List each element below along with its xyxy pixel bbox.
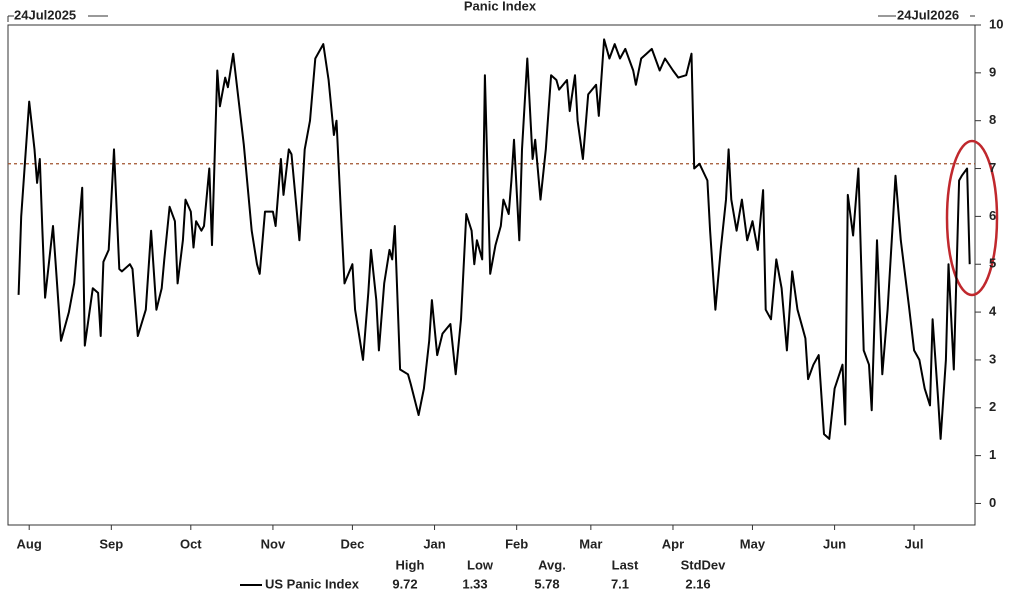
stat-value: 7.1 xyxy=(611,576,629,591)
y-tick-label: 6 xyxy=(989,208,996,223)
chart-title: Panic Index xyxy=(464,0,537,13)
y-tick-label: 4 xyxy=(989,304,997,319)
x-tick-label: Nov xyxy=(261,536,286,551)
x-tick-label: Apr xyxy=(662,536,684,551)
x-tick-label: Jun xyxy=(823,536,846,551)
x-tick-label: May xyxy=(740,536,766,551)
stat-header: High xyxy=(396,557,425,572)
y-tick-label: 3 xyxy=(989,351,996,366)
y-tick-label: 2 xyxy=(989,399,996,414)
stat-header: Last xyxy=(612,557,639,572)
legend-label: US Panic Index xyxy=(265,576,360,591)
stat-value: 2.16 xyxy=(685,576,710,591)
start-label: 24Jul2025 xyxy=(14,7,76,22)
plot-frame xyxy=(7,24,976,526)
y-tick-label: 1 xyxy=(989,447,996,462)
stat-header: Low xyxy=(467,557,494,572)
stat-value: 5.78 xyxy=(534,576,559,591)
stat-value: 1.33 xyxy=(462,576,487,591)
x-tick-label: Oct xyxy=(180,536,202,551)
x-tick-label: Mar xyxy=(579,536,602,551)
x-tick-label: Feb xyxy=(505,536,528,551)
data-line xyxy=(17,38,971,440)
y-tick-label: 0 xyxy=(989,495,996,510)
x-tick-label: Jan xyxy=(423,536,445,551)
y-tick-label: 9 xyxy=(989,64,996,79)
y-tick-label: 10 xyxy=(989,16,1003,31)
x-tick-label: Aug xyxy=(17,536,42,551)
stat-header: StdDev xyxy=(681,557,727,572)
x-tick-label: Jul xyxy=(905,536,924,551)
y-tick-label: 8 xyxy=(989,112,996,127)
stat-value: 9.72 xyxy=(392,576,417,591)
x-tick-label: Sep xyxy=(99,536,123,551)
y-tick-label: 5 xyxy=(989,256,996,271)
y-tick-label: 7 xyxy=(989,160,996,175)
x-tick-label: Dec xyxy=(340,536,364,551)
end-label: 24Jul2026 xyxy=(897,7,959,22)
highlight-circle xyxy=(945,139,999,297)
stat-header: Avg. xyxy=(538,557,566,572)
